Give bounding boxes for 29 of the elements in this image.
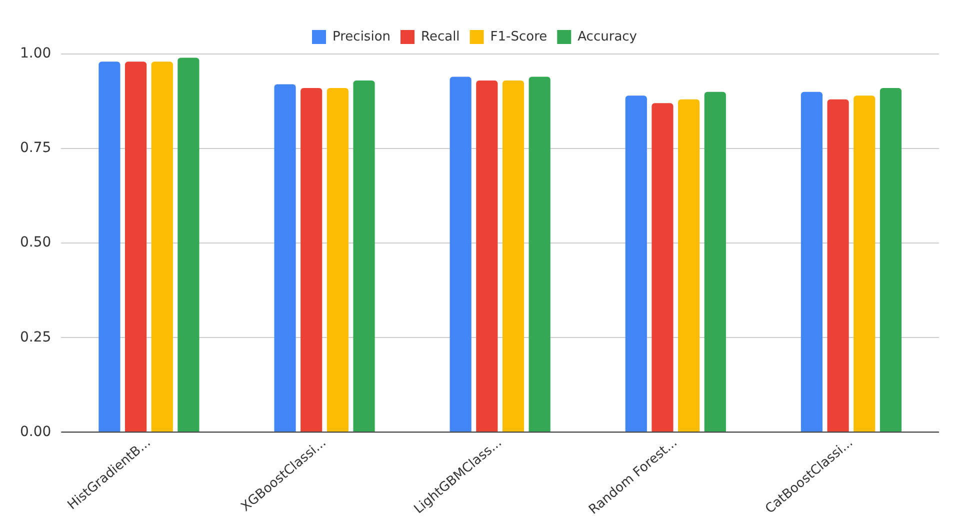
bar	[151, 62, 173, 432]
y-tick-label: 0.50	[20, 234, 52, 251]
bar	[476, 80, 498, 432]
bar	[274, 84, 296, 432]
legend-label: Recall	[421, 29, 460, 44]
bar	[326, 88, 348, 432]
bar	[300, 88, 322, 432]
bar	[678, 99, 700, 432]
y-tick-label: 0.25	[20, 329, 52, 346]
y-tick-label: 0.75	[20, 140, 52, 156]
bar	[353, 80, 375, 432]
bar	[854, 96, 876, 432]
bar	[124, 62, 147, 432]
bar	[178, 58, 200, 432]
bar	[450, 76, 472, 432]
y-tick-label: 1.00	[20, 46, 52, 62]
bar	[800, 92, 823, 432]
bar	[98, 62, 120, 432]
bar	[652, 103, 674, 432]
legend-label: Accuracy	[578, 29, 638, 44]
bar	[625, 96, 647, 432]
bar	[528, 76, 550, 432]
bar	[502, 80, 524, 432]
legend-label: F1-Score	[490, 29, 548, 44]
y-tick-label: 0.00	[20, 424, 52, 440]
legend-label: Precision	[332, 29, 391, 44]
bar	[704, 92, 726, 432]
bar	[827, 99, 849, 432]
bar	[880, 88, 902, 432]
